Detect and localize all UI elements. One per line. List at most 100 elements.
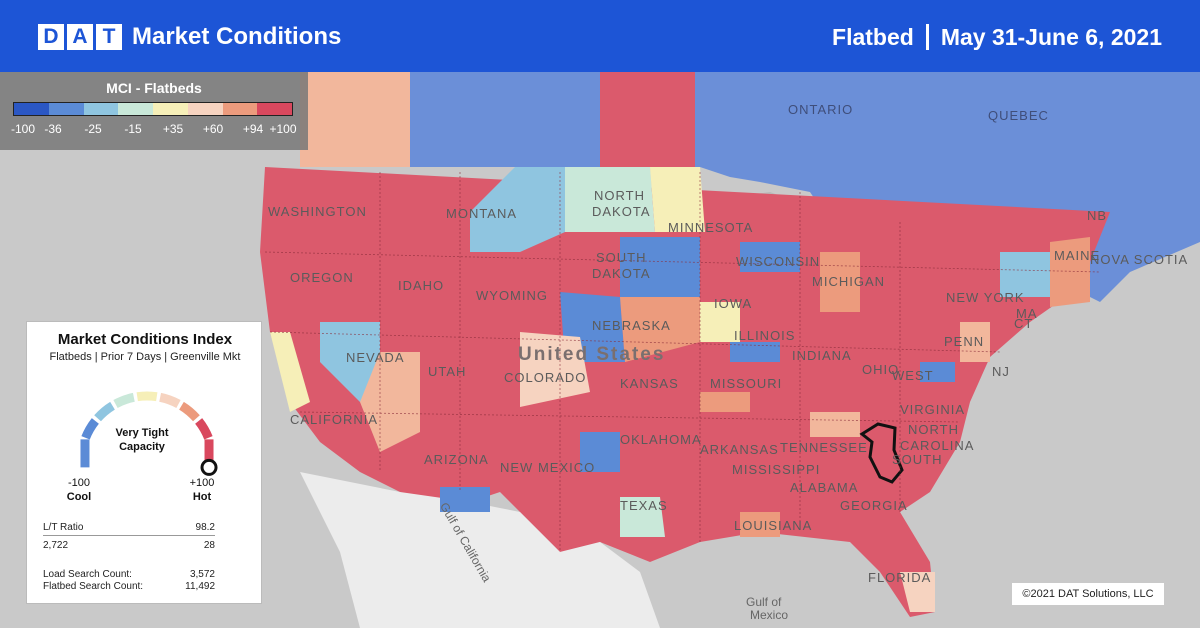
legend-ticks: -100 -36 -25 -15 +35 +60 +94 +100 xyxy=(0,122,308,140)
mexico-region xyxy=(300,472,660,628)
map-label-wisconsin: WISCONSIN xyxy=(736,254,821,269)
region-mn-west xyxy=(650,167,705,232)
region-vt-nh xyxy=(1000,252,1050,297)
gauge-segment xyxy=(81,418,99,440)
region-tennessee xyxy=(810,412,860,437)
map-label-utah: UTAH xyxy=(428,364,467,379)
load-search-value: 3,572 xyxy=(189,569,215,580)
flatbed-search-label: Flatbed Search Count: xyxy=(43,581,144,592)
region-colorado xyxy=(520,332,590,407)
region-az-south xyxy=(440,487,490,512)
map-label-tennessee: TENNESSEE xyxy=(780,440,868,455)
region-nj xyxy=(960,322,990,362)
legend-tick-label: +60 xyxy=(202,122,224,136)
region-nevada xyxy=(320,322,380,402)
gauge-min-label: Cool xyxy=(66,491,92,503)
map-label-alabama: ALABAMA xyxy=(790,480,859,495)
map-label-gulf-mexico-2: Mexico xyxy=(750,608,789,622)
map-label-nj: NJ xyxy=(992,364,1010,379)
legend-color-bar xyxy=(13,102,293,116)
map-label-washington: WASHINGTON xyxy=(268,204,367,219)
gauge-segment xyxy=(113,392,135,409)
map-label-louisiana: LOUISIANA xyxy=(734,518,813,533)
map-canvas xyxy=(0,72,1200,628)
map-label-missouri: MISSOURI xyxy=(710,376,783,391)
lt-ratio-row: L/T Ratio 98.2 xyxy=(43,522,215,533)
gauge-max-label: Hot xyxy=(192,491,212,503)
region-missouri-s xyxy=(700,392,750,412)
map-label-north-dakota: NORTH xyxy=(594,188,645,203)
region-north-dakota xyxy=(565,167,655,232)
map-label-oregon: OREGON xyxy=(290,270,354,285)
gauge-segment xyxy=(136,391,158,402)
region-illinois xyxy=(730,342,780,362)
legend-tick-label: -25 xyxy=(84,122,102,136)
bc-region xyxy=(300,72,410,167)
map-label-south-dakota-2: DAKOTA xyxy=(592,266,651,281)
load-search-label: Load Search Count: xyxy=(43,569,132,580)
gauge-indicator xyxy=(200,458,218,476)
legend-tick-label: +94 xyxy=(242,122,264,136)
gauge-segment xyxy=(195,418,213,440)
map-label-nevada: NEVADA xyxy=(346,350,405,365)
map-label-idaho: IDAHO xyxy=(398,278,445,293)
map-label-montana: MONTANA xyxy=(446,206,518,221)
map-label-new-york: NEW YORK xyxy=(946,290,1025,305)
map-label-north-dakota-2: DAKOTA xyxy=(592,204,651,219)
gauge-segment xyxy=(159,392,181,409)
map-label-maine: MAINE xyxy=(1054,248,1101,263)
gauge-max-value: +100 xyxy=(189,477,215,489)
market-conditions-card: Market Conditions Index Flatbeds | Prior… xyxy=(26,321,262,604)
map-label-arizona: ARIZONA xyxy=(424,452,489,467)
region-texas xyxy=(620,497,665,537)
logo-letter: T xyxy=(96,24,122,50)
legend-swatch xyxy=(222,103,258,115)
map-label-oklahoma: OKLAHOMA xyxy=(620,432,702,447)
mci-legend: MCI - Flatbeds -100 -36 -25 -15 +35 +60 +94 +10… xyxy=(0,72,308,150)
loads-count: 2,722 xyxy=(43,540,69,551)
date-range: May 31-June 6, 2021 xyxy=(940,24,1162,50)
map-label-west: WEST xyxy=(892,368,934,383)
market-map[interactable]: ONTARIO QUEBEC NORTH DAKOTA WASHINGTON M… xyxy=(0,72,1200,628)
region-nevada-s xyxy=(360,352,420,452)
legend-swatch xyxy=(83,103,119,115)
map-label-ohio: OHIO xyxy=(862,362,900,377)
page-title: Market Conditions xyxy=(132,23,342,50)
header-context: Flatbed May 31-June 6, 2021 xyxy=(832,22,1162,52)
load-search-row: Load Search Count: 3,572 xyxy=(43,569,215,580)
map-label-illinois: ILLINOIS xyxy=(734,328,796,343)
map-label-south: SOUTH xyxy=(892,452,943,467)
map-label-ontario: ONTARIO xyxy=(788,102,854,117)
region-sd-east xyxy=(620,237,700,302)
region-louisiana xyxy=(740,512,780,537)
map-label-virginia: VIRGINIA xyxy=(900,402,966,417)
flatbed-search-value: 11,492 xyxy=(185,581,215,592)
region-ca-coast xyxy=(270,332,310,412)
map-label-ma: MA xyxy=(1016,306,1038,321)
legend-swatch xyxy=(48,103,84,115)
gauge-segment xyxy=(179,401,200,422)
usa-region xyxy=(260,167,1110,617)
logo-letter: D xyxy=(38,24,64,50)
copyright-notice: ©2021 DAT Solutions, LLC xyxy=(1012,583,1164,605)
map-label-michigan: MICHIGAN xyxy=(812,274,885,289)
legend-tick-label: +35 xyxy=(162,122,184,136)
greenville-market-outline xyxy=(859,422,904,484)
gauge-arcs xyxy=(80,391,214,468)
map-label-nb: NB xyxy=(1087,208,1108,223)
map-label-indiana: INDIANA xyxy=(792,348,852,363)
card-subtitle: Flatbeds | Prior 7 Days | Greenville Mkt xyxy=(49,351,241,363)
state-borders xyxy=(264,172,1101,552)
logo-letter: A xyxy=(67,24,93,50)
map-label-arkansas: ARKANSAS xyxy=(700,442,779,457)
header-bar: D A T Market Conditions Flatbed May 31-J… xyxy=(0,0,1200,72)
map-label-florida: FLORIDA xyxy=(868,570,932,585)
map-label-kansas: KANSAS xyxy=(620,376,679,391)
legend-title: MCI - Flatbeds xyxy=(106,80,202,96)
map-label-south-dakota: SOUTH xyxy=(596,250,647,265)
map-label-california: CALIFORNIA xyxy=(290,412,379,427)
trucks-count: 28 xyxy=(203,540,215,551)
map-label-new-mexico: NEW MEXICO xyxy=(500,460,596,475)
lt-ratio-label: L/T Ratio xyxy=(43,522,84,533)
map-label-colorado: COLORADO xyxy=(504,370,587,385)
